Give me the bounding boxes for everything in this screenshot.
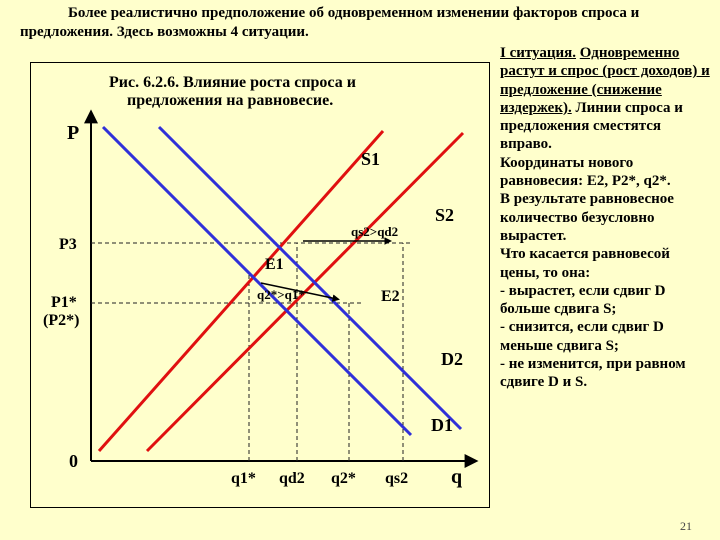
bullet-1: - вырастет, если сдвиг D больше сдвига S…	[500, 283, 666, 317]
label-d1: D1	[431, 415, 453, 435]
xtick-q2s: q2*	[331, 470, 356, 487]
situation-label: I ситуация.	[500, 45, 576, 61]
diagram-title-line1: Рис. 6.2.6. Влияние роста спроса и	[109, 74, 356, 91]
diagram-container: Рис. 6.2.6. Влияние роста спроса и предл…	[30, 62, 490, 508]
diagram-title-line2: предложения на равновесие.	[127, 92, 333, 109]
bullet-3: - не изменится, при равном сдвиге D и S.	[500, 356, 686, 390]
label-e2: E2	[381, 288, 400, 305]
q-axis-label: q	[451, 466, 462, 488]
line-d2	[159, 127, 461, 429]
line-d1	[103, 127, 411, 435]
right-column: I ситуация. Одновременно растут и спрос …	[500, 44, 710, 392]
price-intro: Что касается равновесой цены, то она:	[500, 246, 670, 280]
result-text: В результате равновесное количество безу…	[500, 191, 674, 244]
intro-paragraph: Более реалистично предположение об однов…	[20, 4, 708, 42]
page-number: 21	[680, 519, 692, 534]
xtick-q1s: q1*	[231, 470, 256, 487]
ytick-p1s: P1*	[51, 294, 77, 311]
label-d2: D2	[441, 349, 463, 369]
origin-label: 0	[69, 451, 78, 471]
line-s1	[99, 131, 383, 451]
ytick-p2s: (P2*)	[43, 312, 79, 329]
anno-mid: q2*>q1*	[257, 287, 305, 302]
label-e1: E1	[265, 256, 284, 273]
label-s1: S1	[361, 149, 380, 169]
coords-text: Координаты нового равновесия: Е2, Р2*, q…	[500, 155, 671, 189]
ytick-p3: P3	[59, 236, 77, 253]
label-s2: S2	[435, 205, 454, 225]
xtick-qd2: qd2	[279, 470, 305, 487]
supply-demand-diagram: Рис. 6.2.6. Влияние роста спроса и предл…	[31, 63, 491, 509]
bullet-2: - снизится, если сдвиг D меньше сдвига S…	[500, 319, 664, 353]
p-axis-label: P	[67, 122, 79, 144]
xtick-qs2: qs2	[385, 470, 408, 487]
anno-top: qs2>qd2	[351, 224, 398, 239]
